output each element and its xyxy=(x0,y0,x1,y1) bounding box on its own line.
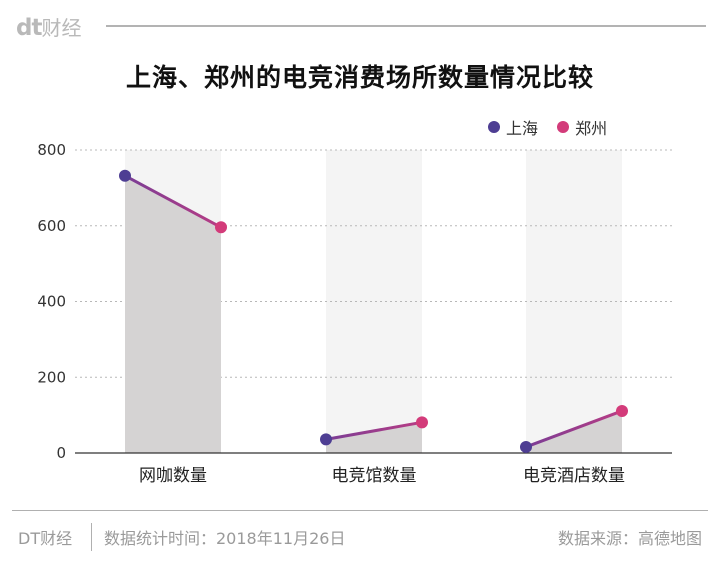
point-series-1-0 xyxy=(215,221,227,234)
y-tick-label-2: 400 xyxy=(37,293,66,311)
brand-logo-text: 财经 xyxy=(41,16,82,40)
header-divider xyxy=(106,25,706,27)
point-series-0-2 xyxy=(520,440,532,453)
point-series-0-0 xyxy=(119,169,131,182)
legend-marker-series-1 xyxy=(557,121,570,133)
footer-data-source: 数据来源：高德地图 xyxy=(557,529,702,548)
chart-legend: 上海 郑州 xyxy=(488,115,621,139)
y-tick-label-1: 200 xyxy=(37,368,66,386)
footer-brand: DT财经 xyxy=(18,529,73,548)
brand-header: dt财经 xyxy=(16,12,706,42)
legend-label-series-0: 上海 xyxy=(506,119,539,138)
footer-divider xyxy=(12,510,708,511)
brand-logo-mark: dt xyxy=(16,15,42,41)
y-tick-label-0: 0 xyxy=(56,444,66,462)
legend-label-series-1: 郑州 xyxy=(575,119,608,138)
footer-stat-time: 数据统计时间：2018年11月26日 xyxy=(104,529,346,548)
x-category-label-2: 电竞酒店数量 xyxy=(523,466,625,486)
brand-logo: dt财经 xyxy=(16,12,81,41)
x-category-label-1: 电竞馆数量 xyxy=(332,466,417,486)
x-category-label-0: 网咖数量 xyxy=(139,466,207,486)
chart-plot: 0 200 400 600 800 网咖数量 电竞馆数量 电竞酒店数量 xyxy=(37,141,672,486)
chart-title: 上海、郑州的电竞消费场所数量情况比较 xyxy=(125,63,594,92)
point-series-1-1 xyxy=(416,416,428,429)
legend-item-series-1: 郑州 xyxy=(557,115,607,139)
legend-marker-series-0 xyxy=(488,121,500,133)
point-series-1-2 xyxy=(616,404,628,417)
footer-separator xyxy=(91,523,92,551)
comparison-line-0 xyxy=(123,174,223,229)
comparison-area-1 xyxy=(326,422,422,453)
point-series-0-1 xyxy=(320,433,332,446)
comparison-line-2 xyxy=(524,409,624,449)
comparison-line-1 xyxy=(324,420,424,441)
y-tick-label-3: 600 xyxy=(37,217,66,235)
legend-item-series-0: 上海 xyxy=(488,115,538,139)
comparison-area-0 xyxy=(125,175,221,453)
y-tick-label-4: 800 xyxy=(37,141,66,159)
